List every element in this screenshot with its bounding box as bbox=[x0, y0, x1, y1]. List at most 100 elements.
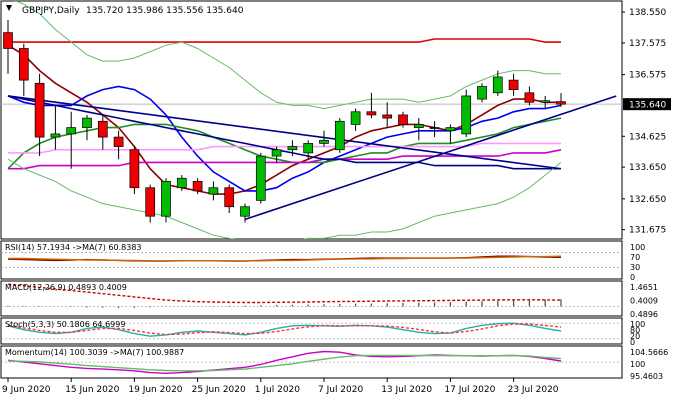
candle-body bbox=[192, 181, 203, 192]
indicator-line-1 bbox=[7, 354, 562, 372]
main-plot-area bbox=[1, 1, 622, 239]
indicator-tick-label: 0.4896 bbox=[630, 310, 658, 319]
candle-body bbox=[34, 82, 45, 138]
indicator-label: Stoch(5,3,3) 50.1806 64.6999 bbox=[5, 320, 125, 329]
overlay-line-8 bbox=[7, 158, 562, 239]
time-tick-label: 25 Jun 2020 bbox=[192, 385, 246, 395]
candle-body bbox=[492, 76, 503, 94]
candle-body bbox=[113, 136, 124, 147]
overlay-line-6 bbox=[7, 95, 561, 170]
candle-body bbox=[445, 127, 456, 132]
candle-body bbox=[477, 86, 487, 100]
price-tick-label: 136.575 bbox=[629, 71, 666, 81]
indicator-tick-label: 70 bbox=[630, 253, 640, 262]
candle-body bbox=[398, 114, 408, 125]
trendline-0 bbox=[7, 95, 562, 170]
time-tick-label: 1 Jul 2020 bbox=[255, 385, 300, 395]
indicator-panel-macd: MACD(12,26,9) 0.4893 0.4009 1.4651 0.4009 0… bbox=[0, 280, 658, 319]
candle-body bbox=[82, 117, 92, 128]
candle-body bbox=[303, 143, 314, 154]
time-tick-label: 23 Jul 2020 bbox=[508, 385, 559, 395]
price-tick-label: 134.625 bbox=[629, 132, 666, 142]
time-tick-label: 15 Jun 2020 bbox=[65, 385, 119, 395]
indicator-line-0 bbox=[7, 283, 562, 304]
indicator-tick-label: 0 bbox=[630, 338, 635, 347]
candle-body bbox=[334, 120, 345, 151]
candle-body bbox=[366, 111, 377, 116]
candle-body bbox=[350, 111, 361, 125]
symbol-arrow-icon bbox=[6, 5, 12, 11]
time-tick-label: 19 Jun 2020 bbox=[128, 385, 182, 395]
candle-body bbox=[255, 155, 266, 201]
candle-body bbox=[540, 100, 551, 103]
candle-body bbox=[461, 95, 472, 135]
indicator-tick-label: 30 bbox=[630, 263, 640, 272]
indicator-label: MACD(12,26,9) 0.4893 0.4009 bbox=[5, 283, 127, 292]
candle-body bbox=[66, 127, 77, 135]
main-price-panel: 138.550 137.575 136.575 134.625 133.650 132.6… bbox=[0, 0, 671, 240]
candle-body bbox=[176, 177, 187, 189]
overlay-line-7 bbox=[14, 1, 561, 110]
indicator-frame bbox=[0, 240, 623, 280]
indicator-line-1 bbox=[7, 323, 562, 336]
time-axis: 9 Jun 2020 15 Jun 2020 19 Jun 2020 25 Jun 2… bbox=[2, 378, 559, 395]
time-tick-label: 9 Jun 2020 bbox=[2, 385, 51, 395]
candle-body bbox=[413, 124, 424, 128]
time-tick-label: 7 Jul 2020 bbox=[318, 385, 363, 395]
last-price-tag bbox=[623, 98, 671, 111]
candle-body bbox=[271, 149, 282, 157]
candle-body bbox=[429, 127, 440, 129]
indicator-line-0 bbox=[7, 322, 562, 337]
indicator-tick-label: 0 bbox=[630, 273, 635, 282]
price-tick-label: 133.650 bbox=[629, 163, 666, 173]
candle-body bbox=[382, 114, 393, 119]
indicator-label: RSI(14) 57.1934 ->MA(7) 60.8383 bbox=[5, 243, 142, 252]
candle-body bbox=[3, 32, 13, 49]
last-price-label: 135.640 bbox=[629, 101, 666, 111]
indicator-tick-label: 80 bbox=[630, 326, 640, 335]
price-tick-label: 131.675 bbox=[629, 226, 666, 236]
indicator-tick-label: 95.4603 bbox=[630, 372, 663, 381]
indicator-tick-label: 0.4009 bbox=[630, 297, 658, 306]
candle-body bbox=[556, 101, 566, 105]
candle-body bbox=[97, 120, 108, 138]
candle-body bbox=[319, 139, 329, 144]
candle-body bbox=[208, 187, 219, 195]
candle-body bbox=[508, 79, 519, 90]
price-tick-label: 132.650 bbox=[629, 195, 666, 205]
candle-body bbox=[287, 146, 298, 151]
candle-body bbox=[161, 181, 171, 217]
indicator-panels: RSI(14) 57.1934 ->MA(7) 60.8383 10070300M… bbox=[0, 240, 668, 381]
indicator-tick-label: 104.5666 bbox=[630, 348, 668, 357]
symbol-label: GBPJPY,Daily bbox=[22, 6, 80, 16]
trendline-1 bbox=[244, 95, 617, 221]
candle-body bbox=[18, 48, 29, 81]
main-panel-frame bbox=[0, 0, 623, 240]
indicator-frame bbox=[0, 280, 623, 317]
indicator-tick-label: 100 bbox=[630, 243, 645, 252]
candle-body bbox=[524, 92, 535, 103]
price-tick-label: 137.575 bbox=[629, 39, 666, 49]
candle-body bbox=[240, 206, 250, 217]
indicator-tick-label: 100 bbox=[630, 360, 645, 369]
indicator-panel-momentum: Momentum(14) 100.3039 ->MA(7) 100.9887 10… bbox=[0, 345, 668, 381]
price-tick-label: 138.550 bbox=[629, 8, 666, 18]
indicator-label: Momentum(14) 100.3039 ->MA(7) 100.9887 bbox=[5, 348, 184, 357]
indicator-frame bbox=[0, 317, 623, 345]
ohlc-label: 135.720 135.986 135.556 135.640 bbox=[86, 6, 244, 16]
candle-body bbox=[145, 187, 156, 217]
candle-body bbox=[50, 133, 61, 138]
indicator-tick-label: 100 bbox=[630, 320, 645, 329]
candle-body bbox=[129, 149, 140, 189]
indicator-tick-label: 20 bbox=[630, 332, 640, 341]
overlay-line-5 bbox=[8, 38, 561, 43]
indicator-line-1 bbox=[8, 255, 562, 262]
overlay-line-4 bbox=[8, 142, 561, 154]
candle-body bbox=[224, 187, 235, 208]
time-tick-label: 13 Jul 2020 bbox=[381, 385, 432, 395]
time-tick-label: 17 Jul 2020 bbox=[444, 385, 495, 395]
indicator-tick-label: 1.4651 bbox=[630, 283, 658, 292]
